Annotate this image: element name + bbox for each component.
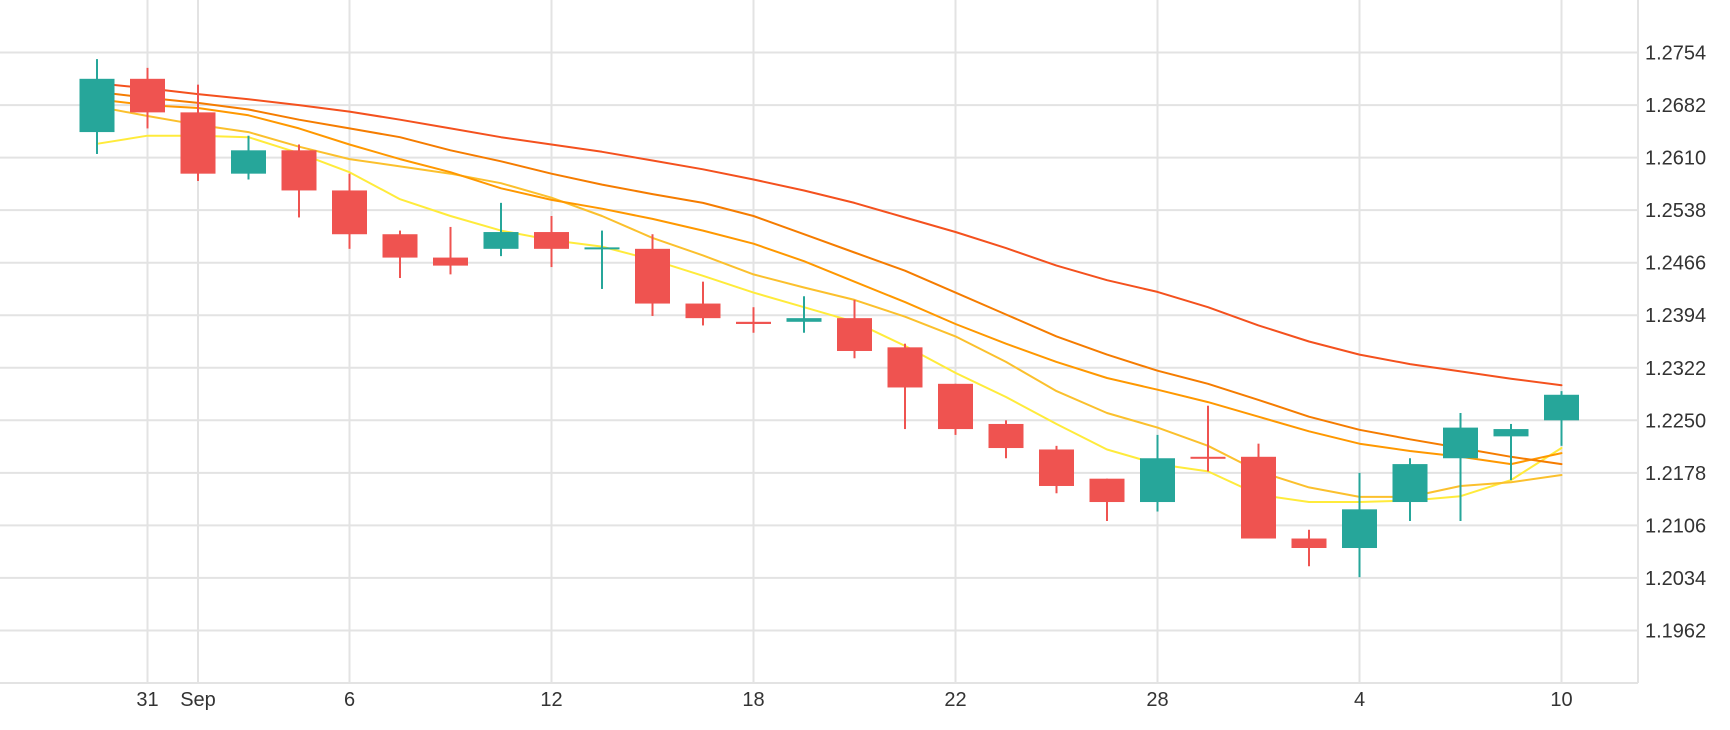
candle <box>1544 391 1579 446</box>
candle <box>180 84 216 181</box>
candle <box>938 383 973 435</box>
candle <box>736 307 771 333</box>
candle-body <box>837 318 872 351</box>
candle <box>433 226 468 275</box>
candle-body <box>1190 456 1226 459</box>
candle <box>1140 434 1175 512</box>
y-tick-label: 1.2754 <box>1645 43 1706 65</box>
candle-body <box>231 150 266 174</box>
x-tick-label: Sep <box>180 689 216 711</box>
x-tick-label: 22 <box>944 689 966 711</box>
candle-body <box>736 321 771 324</box>
candle-body <box>1241 456 1276 539</box>
candle <box>1039 445 1074 494</box>
x-axis-labels: 31 Sep 6 12 18 22 28 4 10 <box>136 689 1572 711</box>
candle <box>382 230 418 279</box>
candle <box>332 173 367 249</box>
candle-body <box>1291 538 1327 549</box>
moving-average-lines <box>96 82 1563 503</box>
candle-body <box>685 303 721 319</box>
y-tick-label: 1.2538 <box>1645 200 1706 222</box>
candle-body <box>1443 427 1478 459</box>
candle-body <box>534 232 569 249</box>
candle <box>685 281 721 326</box>
y-tick-label: 1.2610 <box>1645 148 1706 170</box>
candle <box>1291 529 1327 567</box>
x-tick-label: 10 <box>1550 689 1572 711</box>
y-tick-label: 1.2322 <box>1645 358 1706 380</box>
candle-body <box>988 423 1024 449</box>
candle-body <box>332 190 367 235</box>
moving-average-line <box>96 105 1563 498</box>
candle <box>231 135 266 180</box>
candle <box>130 67 165 129</box>
moving-average-line <box>96 90 1563 466</box>
candle-body <box>635 248 670 304</box>
candle <box>483 202 519 257</box>
y-tick-label: 1.2106 <box>1645 515 1706 537</box>
candle <box>1089 478 1125 522</box>
y-tick-label: 1.2466 <box>1645 253 1706 275</box>
moving-average-line <box>96 82 1563 387</box>
candle-body <box>382 234 418 258</box>
candle <box>1342 472 1377 578</box>
x-tick-label: 4 <box>1354 689 1365 711</box>
candle <box>1241 443 1276 539</box>
y-axis-labels: 1.2754 1.2682 1.2610 1.2538 1.2466 1.2394 1.23… <box>1645 43 1706 643</box>
candle-body <box>483 232 519 249</box>
candle <box>534 215 569 268</box>
x-tick-label: 31 <box>136 689 158 711</box>
moving-average-line <box>96 98 1563 466</box>
candle <box>1443 413 1478 522</box>
y-tick-label: 1.1962 <box>1645 620 1706 642</box>
candle-body <box>1342 509 1377 549</box>
candle-body <box>130 78 165 113</box>
candle <box>584 230 620 289</box>
y-tick-label: 1.2250 <box>1645 410 1706 432</box>
candle-body <box>79 78 115 133</box>
candle-body <box>887 347 923 388</box>
candle <box>1493 423 1529 481</box>
candle-body <box>584 247 620 250</box>
x-tick-label: 6 <box>344 689 355 711</box>
candle <box>1392 458 1428 522</box>
candle <box>887 343 923 430</box>
candle <box>281 144 317 218</box>
candle <box>635 234 670 316</box>
candle-body <box>1392 464 1428 503</box>
y-tick-label: 1.2682 <box>1645 95 1706 117</box>
candle <box>1190 405 1226 472</box>
candle <box>79 59 115 154</box>
moving-average-line <box>96 134 1563 503</box>
candle <box>837 299 872 359</box>
grid-lines <box>0 0 1638 683</box>
candle-body <box>433 257 468 266</box>
y-tick-label: 1.2178 <box>1645 463 1706 485</box>
candle-body <box>1089 478 1125 503</box>
candle-body <box>786 318 822 322</box>
candle-body <box>180 112 216 174</box>
x-tick-label: 28 <box>1146 689 1168 711</box>
x-tick-label: 18 <box>742 689 764 711</box>
candle <box>988 420 1024 459</box>
candle-body <box>1493 429 1529 437</box>
candle-body <box>1140 458 1175 503</box>
y-tick-label: 1.2034 <box>1645 568 1706 590</box>
candle <box>786 296 822 333</box>
x-tick-label: 12 <box>540 689 562 711</box>
candle-body <box>1039 449 1074 486</box>
candle-body <box>938 383 973 430</box>
candles <box>79 59 1579 578</box>
candle-body <box>281 150 317 191</box>
y-tick-label: 1.2394 <box>1645 305 1706 327</box>
candle-body <box>1544 394 1579 421</box>
